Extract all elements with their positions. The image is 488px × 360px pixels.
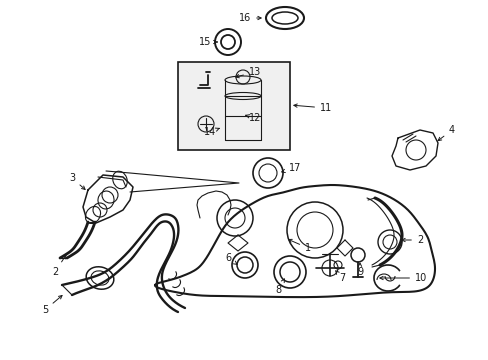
Text: 1: 1 [288,239,310,253]
Text: 9: 9 [356,263,362,277]
Text: 10: 10 [379,273,427,283]
Text: 2: 2 [401,235,422,245]
Text: 6: 6 [224,253,237,264]
Text: 17: 17 [281,163,301,173]
Text: 15: 15 [199,37,217,47]
Text: 5: 5 [42,296,62,315]
Text: 3: 3 [69,173,85,189]
Bar [178,62,289,150]
Text: 2: 2 [52,255,66,277]
Text: 11: 11 [293,103,331,113]
Text: 13: 13 [235,67,261,78]
Text: 12: 12 [245,113,261,123]
Text: 7: 7 [335,271,345,283]
Text: 16: 16 [238,13,261,23]
Text: 8: 8 [274,279,284,295]
Text: 14: 14 [203,127,219,137]
Text: 4: 4 [437,125,454,141]
